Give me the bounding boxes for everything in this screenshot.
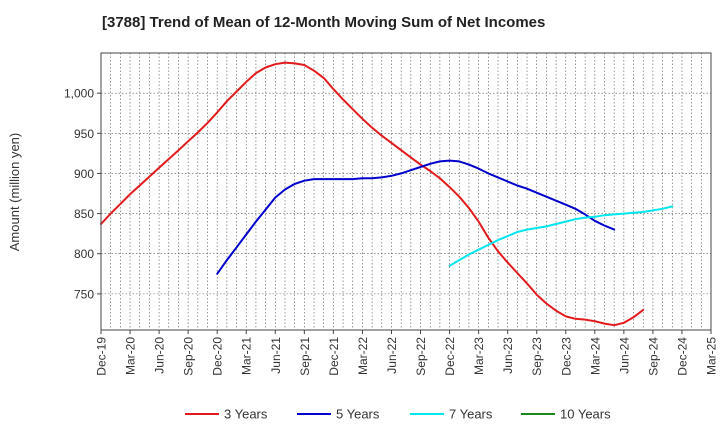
series-layer <box>100 61 674 327</box>
chart-title: [3788] Trend of Mean of 12-Month Moving … <box>102 14 546 31</box>
x-tick-label: Mar-22 <box>356 337 370 375</box>
x-tick-label: Mar-25 <box>705 337 719 375</box>
x-tick-label: Sep-22 <box>414 337 428 376</box>
x-tick-label: Jun-20 <box>153 337 167 374</box>
series-line-5-years <box>216 159 616 275</box>
x-tick-label: Dec-22 <box>443 337 457 376</box>
y-tick-label: 950 <box>74 127 94 141</box>
legend-label: 3 Years <box>224 407 268 422</box>
x-tick-label: Dec-20 <box>211 337 225 376</box>
legend-label: 5 Years <box>336 407 380 422</box>
x-tick-label: Sep-20 <box>182 337 196 376</box>
x-tick-label: Dec-19 <box>95 337 109 376</box>
y-tick-label: 850 <box>74 207 94 221</box>
plot-border <box>100 52 712 331</box>
x-tick-label: Mar-21 <box>240 337 254 375</box>
tick-layer: 750 800 850 900 950 1,000 Dec-19 Mar-20 Jun-20 Se… <box>64 87 719 376</box>
x-tick-label: Mar-23 <box>472 337 486 375</box>
x-tick-label: Sep-24 <box>646 337 660 376</box>
x-tick-label: Mar-24 <box>588 337 602 375</box>
y-axis-label: Amount (million yen) <box>7 133 22 252</box>
x-tick-label: Dec-24 <box>675 337 689 376</box>
legend-label: 7 Years <box>449 407 493 422</box>
y-tick-label: 750 <box>74 287 94 301</box>
x-tick-label: Dec-21 <box>327 337 341 376</box>
x-tick-label: Dec-23 <box>559 337 573 376</box>
y-tick-label: 1,000 <box>64 87 94 101</box>
x-tick-label: Sep-21 <box>298 337 312 376</box>
y-tick-label: 900 <box>74 167 94 181</box>
x-tick-label: Mar-20 <box>124 337 138 375</box>
x-tick-label: Jun-22 <box>385 337 399 374</box>
x-tick-label: Jun-21 <box>269 337 283 374</box>
grid-layer <box>101 53 711 330</box>
x-tick-label: Jun-23 <box>501 337 515 374</box>
x-tick-label: Jun-24 <box>617 337 631 374</box>
series-line-3-years <box>100 61 645 327</box>
legend-label: 10 Years <box>560 407 611 422</box>
series-line-7-years <box>448 205 674 267</box>
legend: 3 Years 5 Years 7 Years 10 Years <box>185 407 611 422</box>
x-tick-label: Sep-23 <box>530 337 544 376</box>
y-tick-label: 800 <box>74 247 94 261</box>
